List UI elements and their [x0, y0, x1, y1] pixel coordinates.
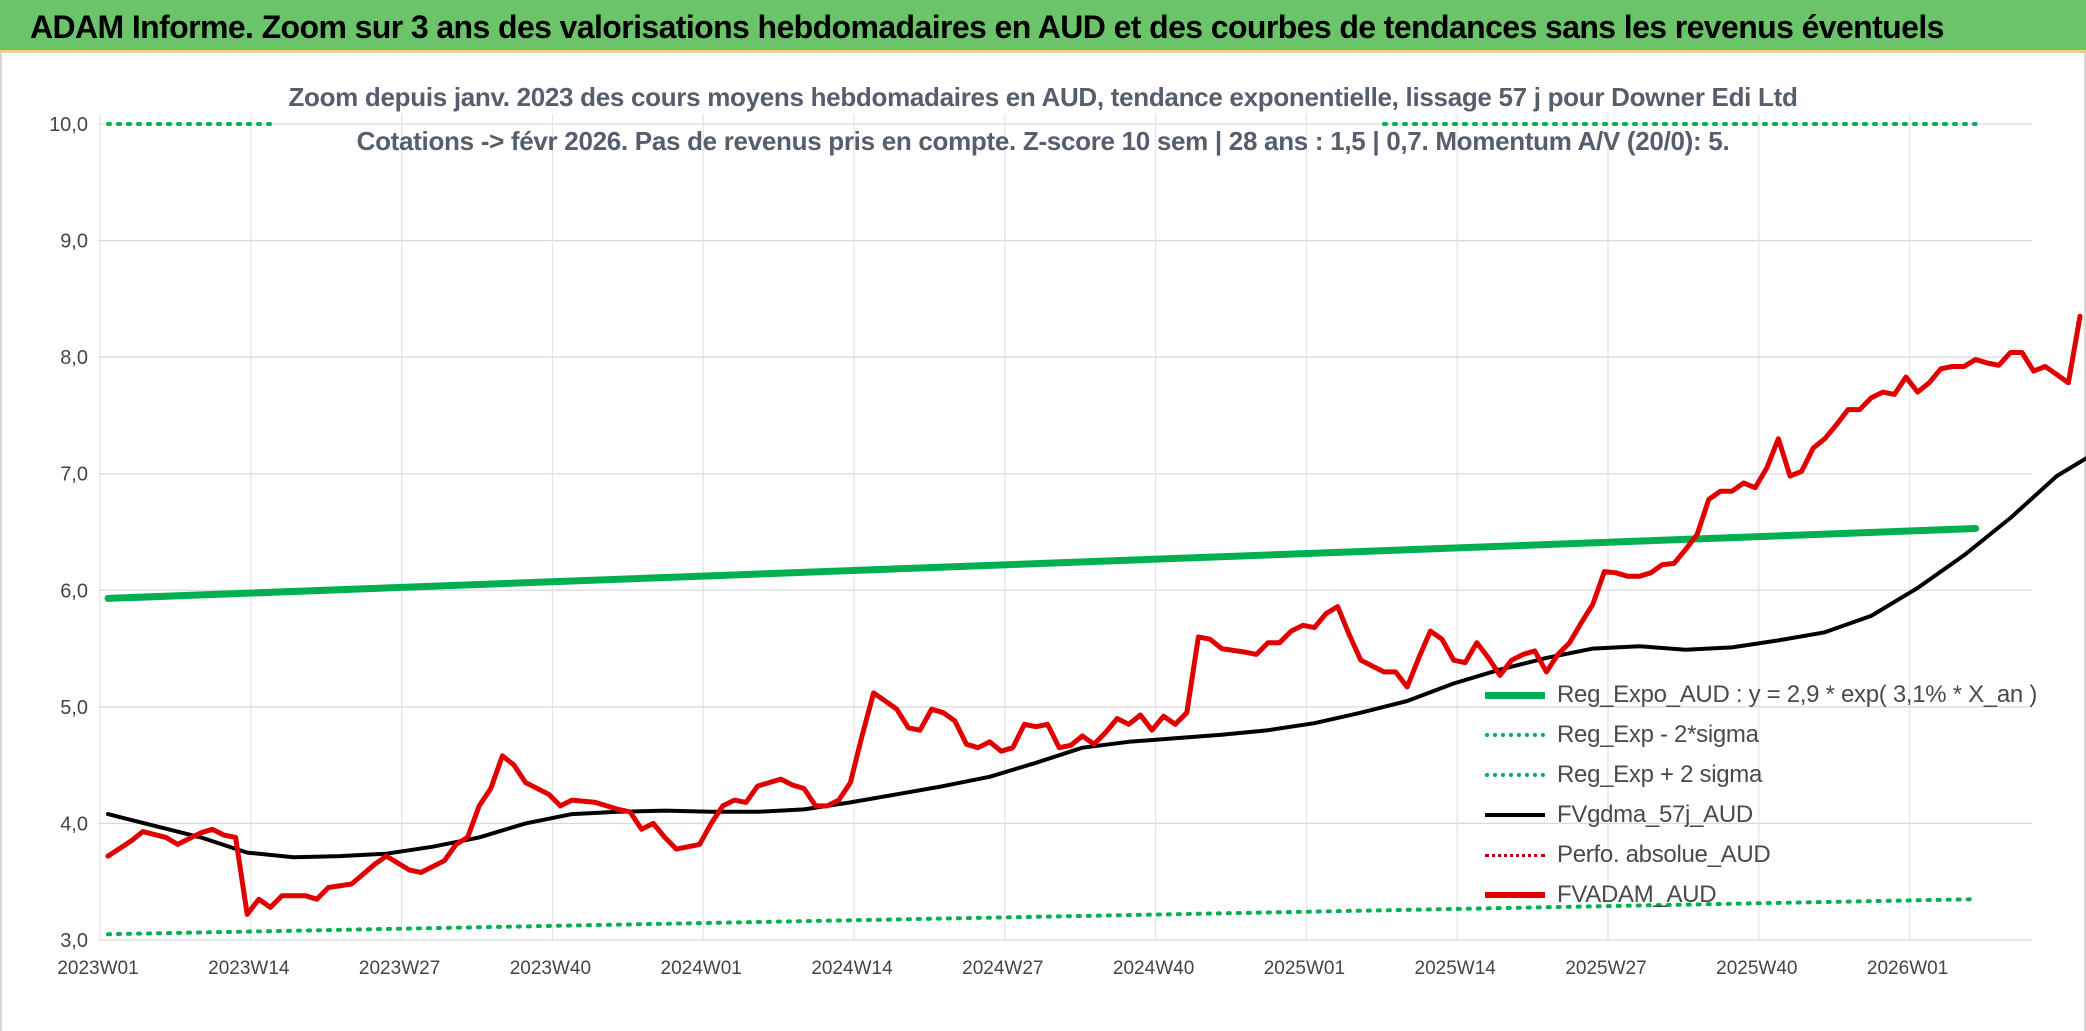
x-tick-label: 2023W01 — [57, 958, 138, 979]
chart-title-line-2: Cotations -> févr 2026. Pas de revenus p… — [356, 126, 1730, 156]
x-tick-label: 2024W14 — [811, 958, 893, 979]
report-banner: ADAM Informe. Zoom sur 3 ans des valoris… — [0, 0, 2086, 53]
legend-item-fvadam: FVADAM_AUD — [1485, 875, 2045, 915]
report-title: ADAM Informe. Zoom sur 3 ans des valoris… — [30, 9, 1944, 45]
x-tick-label: 2025W27 — [1565, 958, 1646, 979]
y-tick-label: 10,0 — [49, 114, 88, 136]
legend-swatch-perfo — [1485, 853, 1545, 857]
series-fvadam-line — [105, 313, 2083, 917]
legend-label-fvgdma: FVgdma_57j_AUD — [1557, 801, 1753, 828]
x-tick-label: 2025W01 — [1264, 958, 1345, 979]
series-reg-exp-minus-line — [106, 897, 1978, 937]
y-axis-ticks: 3,0 4,0 5,0 6,0 7,0 8,0 9,0 10,0 — [49, 114, 88, 952]
legend-item-perfo: Perfo. absolue_AUD — [1485, 835, 2045, 875]
x-tick-label: 2026W01 — [1867, 958, 1948, 979]
y-tick-label: 8,0 — [60, 347, 88, 369]
x-tick-label: 2025W40 — [1716, 958, 1797, 979]
legend-label-reg-exp-minus: Reg_Exp - 2*sigma — [1557, 721, 1759, 748]
legend-swatch-fvgdma — [1485, 813, 1545, 817]
chart-legend: Reg_Expo_AUD : y = 2,9 * exp( 3,1% * X_a… — [1485, 675, 2045, 915]
y-tick-label: 9,0 — [60, 231, 88, 253]
series-layer — [104, 122, 2086, 937]
grid-layer — [98, 114, 2032, 941]
legend-item-reg-exp-minus: Reg_Exp - 2*sigma — [1485, 715, 2045, 755]
legend-swatch-reg-exp-minus — [1485, 733, 1545, 737]
legend-label-reg-expo: Reg_Expo_AUD : y = 2,9 * exp( 3,1% * X_a… — [1557, 681, 2038, 708]
legend-item-fvgdma: FVgdma_57j_AUD — [1485, 795, 2045, 835]
x-tick-label: 2023W27 — [359, 958, 440, 979]
legend-swatch-reg-exp-plus — [1485, 773, 1545, 777]
y-tick-label: 7,0 — [60, 464, 88, 486]
chart-title-line-1: Zoom depuis janv. 2023 des cours moyens … — [288, 82, 1798, 112]
x-tick-label: 2024W27 — [962, 958, 1043, 979]
x-tick-label: 2024W40 — [1113, 958, 1194, 979]
y-tick-label: 3,0 — [60, 930, 88, 952]
x-tick-label: 2024W01 — [661, 958, 742, 979]
legend-label-fvadam: FVADAM_AUD — [1557, 881, 1717, 908]
x-tick-label: 2023W40 — [510, 958, 591, 979]
series-fvgdma-line — [106, 456, 2086, 860]
x-tick-label: 2025W14 — [1415, 958, 1497, 979]
legend-label-reg-exp-plus: Reg_Exp + 2 sigma — [1557, 761, 1763, 788]
x-tick-label: 2023W14 — [208, 958, 290, 979]
x-axis-ticks: 2023W01 2023W14 2023W27 2023W40 2024W01 2024W… — [57, 958, 1948, 979]
y-tick-label: 4,0 — [60, 813, 88, 835]
legend-label-perfo: Perfo. absolue_AUD — [1557, 841, 1771, 868]
legend-swatch-fvadam — [1485, 892, 1545, 898]
legend-item-reg-expo: Reg_Expo_AUD : y = 2,9 * exp( 3,1% * X_a… — [1485, 675, 2045, 715]
series-reg-expo-line — [104, 525, 1980, 602]
chart-frame — [0, 53, 2086, 1031]
y-tick-label: 5,0 — [60, 697, 88, 719]
legend-swatch-reg-expo — [1485, 691, 1545, 699]
y-tick-label: 6,0 — [60, 580, 88, 602]
legend-item-reg-exp-plus: Reg_Exp + 2 sigma — [1485, 755, 2045, 795]
